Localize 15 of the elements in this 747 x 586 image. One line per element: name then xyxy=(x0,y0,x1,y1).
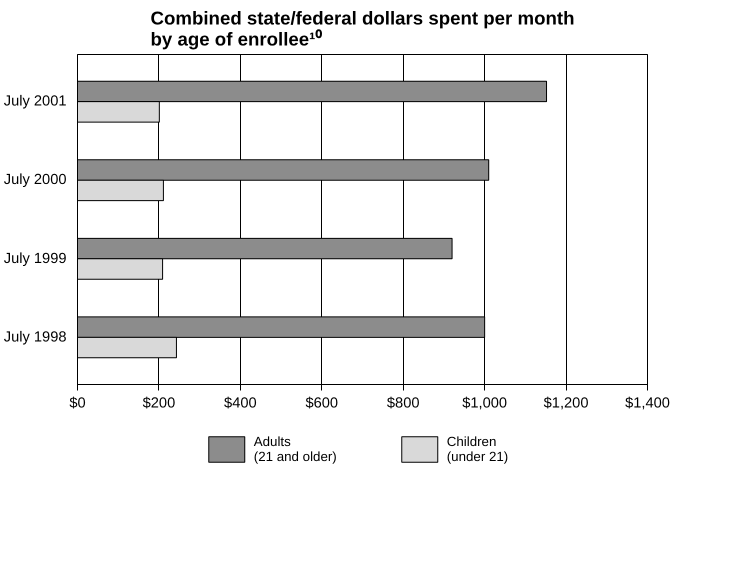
legend-label: Children (under 21) xyxy=(446,434,508,464)
x-tick-label: $1,000 xyxy=(462,396,508,412)
x-tick-label: $1,400 xyxy=(625,396,670,412)
x-tick-label: $800 xyxy=(386,396,420,412)
y-tick-label: July 2000 xyxy=(4,172,67,188)
chart-title: Combined state/federal dollars spent per month by age of enrollee¹⁰ xyxy=(150,8,574,50)
y-tick-label: July 2001 xyxy=(4,94,67,110)
x-tick-label: $200 xyxy=(142,396,176,412)
legend-label: Adults (21 and older) xyxy=(254,434,337,464)
x-tick-label: $0 xyxy=(69,396,86,412)
x-tick-label: $600 xyxy=(305,396,338,412)
x-tick-label: $400 xyxy=(224,396,257,412)
x-tick-label: $1,200 xyxy=(544,396,588,412)
y-tick-label: July 1999 xyxy=(4,250,67,267)
y-tick-label: July 1998 xyxy=(4,329,67,346)
